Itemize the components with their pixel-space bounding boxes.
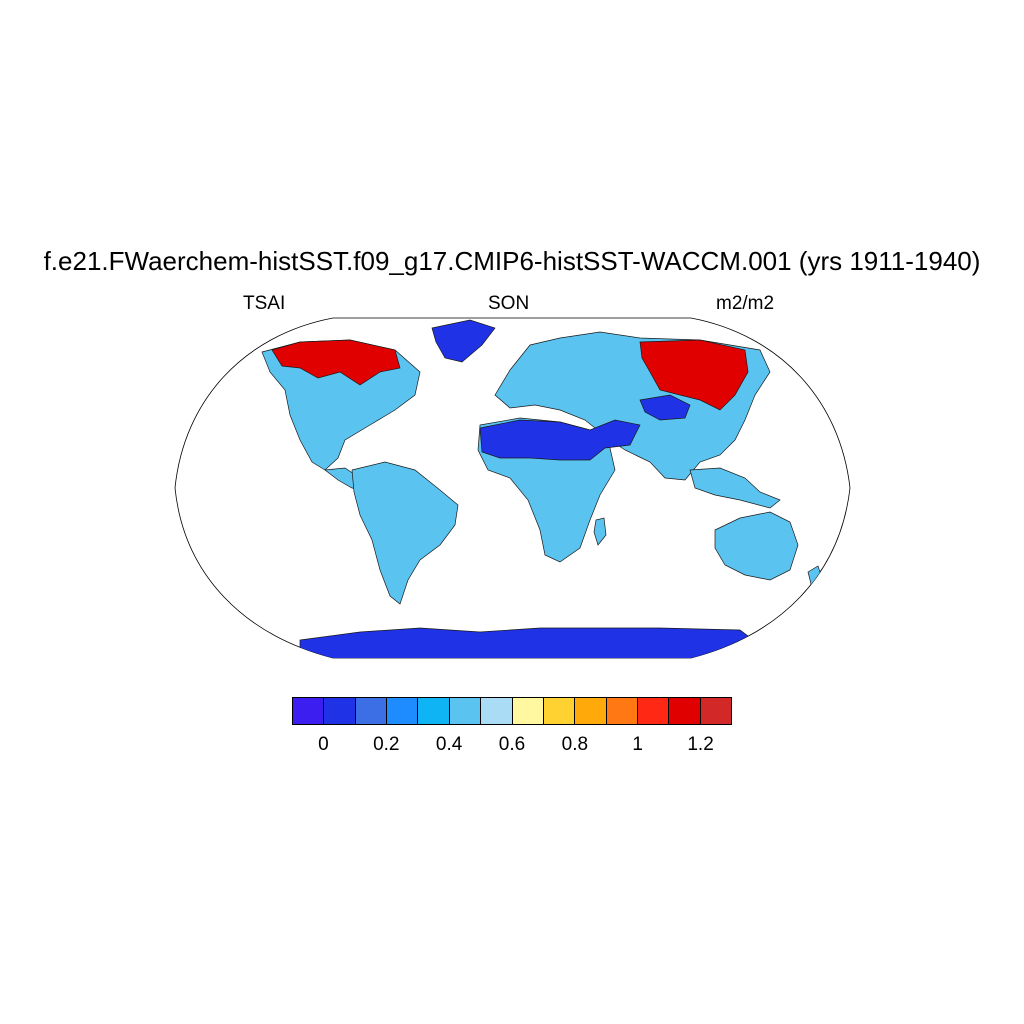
colorbar-tick-label: 0.4 — [435, 734, 463, 755]
colorbar-swatch — [669, 698, 701, 724]
madagascar — [593, 517, 607, 546]
colorbar-swatch — [606, 698, 638, 724]
colorbar-swatch — [637, 698, 670, 724]
south-america — [351, 461, 459, 605]
variable-label: TSAI — [243, 293, 286, 314]
colorbar — [292, 697, 732, 725]
canada-arctic — [271, 339, 401, 386]
colorbar-swatch — [512, 698, 544, 724]
colorbar-swatch — [543, 698, 576, 724]
colorbar-tick-label: 1 — [632, 734, 643, 755]
southeast-asia — [689, 467, 781, 509]
colorbar-tick-label: 0.6 — [498, 734, 526, 755]
map-title: f.e21.FWaerchem-histSST.f09_g17.CMIP6-hi… — [43, 246, 981, 276]
colorbar-swatch — [387, 698, 419, 724]
colorbar-labels: 0 0.2 0.4 0.6 0.8 1 1.2 — [292, 734, 732, 756]
colorbar-swatch — [481, 698, 513, 724]
tibet-plateau — [639, 394, 691, 421]
units-label: m2/m2 — [716, 293, 775, 314]
colorbar-swatch — [575, 698, 607, 724]
colorbar-swatch — [324, 698, 356, 724]
australia — [714, 511, 799, 581]
season-label: SON — [488, 293, 530, 314]
colorbar-swatch — [418, 698, 450, 724]
greenland — [431, 319, 496, 363]
antarctica — [299, 627, 761, 658]
sahara-arabia — [479, 419, 641, 461]
colorbar-swatch — [449, 698, 482, 724]
colorbar-swatch — [700, 698, 732, 724]
colorbar-tick-label: 0.2 — [373, 734, 400, 755]
colorbar-tick-label: 1.2 — [687, 734, 714, 755]
colorbar-swatch — [293, 698, 325, 724]
colorbar-tick-label: 0.8 — [561, 734, 589, 755]
colorbar-swatch — [355, 698, 388, 724]
colorbar-tick-label: 0 — [318, 734, 329, 755]
siberia — [639, 339, 749, 411]
